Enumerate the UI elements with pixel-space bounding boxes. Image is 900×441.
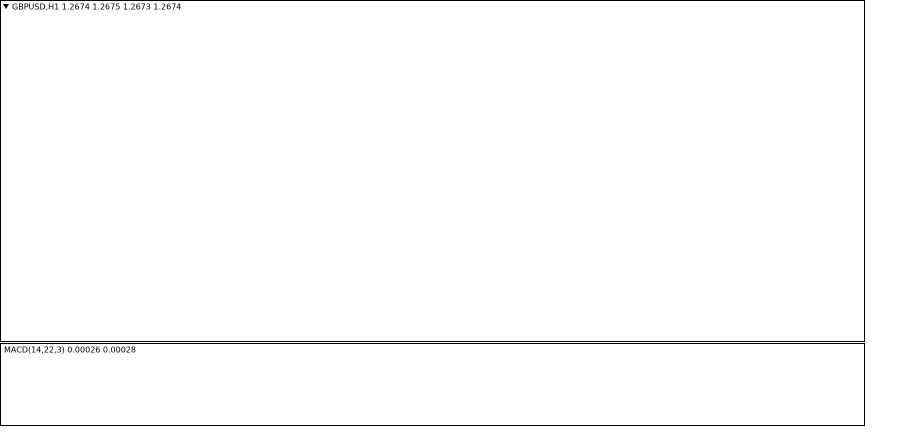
price-panel-frame (0, 0, 865, 342)
macd-title: MACD(14,22,3) 0.00026 0.00028 (4, 346, 136, 355)
macd-panel-frame (0, 343, 865, 426)
header-marker (3, 4, 9, 9)
chart-title: GBPUSD,H1 1.2674 1.2675 1.2673 1.2674 (12, 3, 181, 12)
